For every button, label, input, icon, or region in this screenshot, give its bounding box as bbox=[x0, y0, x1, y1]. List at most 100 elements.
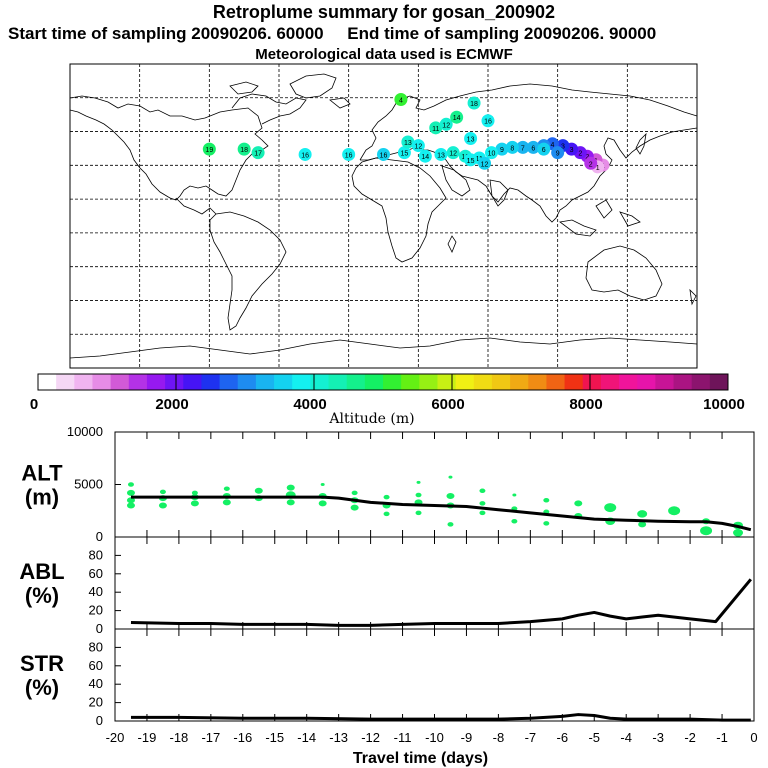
colorbar-swatch bbox=[419, 374, 438, 390]
scatter-point bbox=[511, 519, 518, 524]
colorbar-swatch bbox=[56, 374, 75, 390]
scatter-point bbox=[126, 502, 135, 509]
plume-marker: 2 bbox=[584, 156, 598, 170]
plume-marker: 10 bbox=[484, 146, 498, 160]
plume-marker-label: 2 bbox=[578, 151, 582, 158]
plume-marker: 12 bbox=[478, 156, 492, 170]
plume-marker-label: 19 bbox=[205, 147, 213, 154]
scatter-point bbox=[446, 493, 455, 500]
scatter-point bbox=[190, 500, 199, 507]
scatter-point bbox=[350, 504, 359, 511]
plume-marker-dot bbox=[202, 142, 216, 156]
plume-marker: 9 bbox=[495, 142, 509, 156]
plume-marker-label: 18 bbox=[470, 101, 478, 108]
x-axis-title: Travel time (days) bbox=[353, 750, 488, 767]
plume-marker-dot bbox=[537, 142, 551, 156]
scatter-point bbox=[383, 494, 390, 500]
y-tick-label: 20 bbox=[89, 603, 103, 618]
world-map: 1122334567891011121213141516161617181911… bbox=[69, 63, 698, 369]
x-tick-label: -18 bbox=[170, 730, 189, 745]
colorbar-swatch bbox=[600, 374, 620, 390]
plume-marker-label: 16 bbox=[301, 152, 309, 159]
plume-marker: 12 bbox=[446, 146, 460, 160]
plume-marker-dot bbox=[394, 92, 408, 106]
colorbar-swatch bbox=[328, 374, 348, 390]
scatter-point bbox=[479, 501, 486, 506]
scatter-point bbox=[158, 502, 167, 509]
plume-marker: 17 bbox=[251, 146, 265, 160]
colorbar-tick-label: 8000 bbox=[569, 396, 602, 413]
plume-marker-label: 16 bbox=[380, 152, 388, 159]
x-tick-label: -10 bbox=[425, 730, 444, 745]
scatter-point bbox=[604, 503, 617, 513]
scatter-point bbox=[512, 493, 517, 497]
x-tick-label: -16 bbox=[233, 730, 252, 745]
end-time-label: End time of sampling 20090206. 90000 bbox=[347, 24, 657, 43]
plume-marker-label: 14 bbox=[421, 154, 429, 161]
panel-unit-label: (%) bbox=[25, 675, 59, 700]
plume-marker-label: 12 bbox=[414, 144, 422, 151]
plume-marker-label: 3 bbox=[570, 147, 574, 154]
x-tick-label: -1 bbox=[716, 730, 728, 745]
colorbar-tick-label: 6000 bbox=[431, 396, 464, 413]
plume-marker-label: 15 bbox=[401, 151, 409, 158]
plume-marker-label: 17 bbox=[254, 151, 262, 158]
x-tick-label: -13 bbox=[329, 730, 348, 745]
plume-marker: 8 bbox=[505, 140, 519, 154]
colorbar-swatch bbox=[673, 374, 693, 390]
plume-marker-dot bbox=[397, 146, 411, 160]
plume-marker-label: 2 bbox=[585, 154, 589, 161]
colorbar-swatch bbox=[346, 374, 366, 390]
plume-marker-dot bbox=[495, 142, 509, 156]
y-tick-label: 60 bbox=[89, 658, 103, 673]
plume-marker-dot bbox=[434, 147, 448, 161]
panel-label: STR bbox=[20, 651, 64, 676]
colorbar-swatch bbox=[473, 374, 493, 390]
plume-marker-dot bbox=[464, 131, 478, 145]
y-tick-label: 5000 bbox=[74, 477, 103, 492]
scatter-point bbox=[318, 500, 327, 507]
plume-marker: 7 bbox=[516, 140, 530, 154]
coastlines bbox=[69, 73, 698, 359]
scatter-point bbox=[126, 497, 135, 504]
x-tick-label: -9 bbox=[461, 730, 473, 745]
colorbar-swatch bbox=[92, 374, 112, 390]
colorbar-tick-label: 10000 bbox=[703, 396, 745, 413]
time-series-panels: 1000050000ALT(m)806040200ABL(%)806040200… bbox=[19, 424, 757, 767]
y-tick-label: 0 bbox=[96, 713, 103, 728]
colorbar-swatch bbox=[691, 374, 711, 390]
plume-marker: 4 bbox=[394, 92, 408, 106]
colorbar-swatch bbox=[183, 374, 202, 390]
colorbar-swatch bbox=[528, 374, 547, 390]
plume-marker-dot bbox=[481, 114, 495, 128]
colorbar-swatch bbox=[619, 374, 638, 390]
colorbar-swatches bbox=[38, 374, 729, 390]
x-tick-label: -5 bbox=[588, 730, 600, 745]
scatter-point bbox=[668, 506, 681, 516]
x-tick-label: -12 bbox=[361, 730, 380, 745]
plume-marker: 6 bbox=[526, 140, 540, 154]
plume-marker: 16 bbox=[342, 147, 356, 161]
altitude-colorbar: 0 2000 4000 6000 8000 10000 Altitude (m) bbox=[30, 373, 745, 427]
plume-marker-dot bbox=[401, 135, 415, 149]
scatter-point bbox=[223, 486, 230, 491]
x-tick-label: -4 bbox=[620, 730, 632, 745]
plume-marker-label: 13 bbox=[404, 140, 412, 147]
plume-marker-dot bbox=[464, 153, 478, 167]
panel-frame bbox=[114, 628, 755, 722]
colorbar-swatch bbox=[255, 374, 275, 390]
colorbar-tick-label: 4000 bbox=[293, 396, 326, 413]
colorbar-frame bbox=[37, 373, 729, 391]
scatter-point bbox=[448, 475, 453, 479]
y-tick-label: 80 bbox=[89, 639, 103, 654]
colorbar-swatch bbox=[582, 374, 602, 390]
plume-marker-label: 10 bbox=[488, 151, 496, 158]
plume-marker: 16 bbox=[298, 147, 312, 161]
colorbar-tick-label: 2000 bbox=[155, 396, 188, 413]
scatter-point bbox=[543, 521, 550, 526]
x-tick-label: -17 bbox=[201, 730, 220, 745]
plume-marker-dot bbox=[450, 110, 464, 124]
colorbar-swatch bbox=[274, 374, 293, 390]
y-tick-label: 10000 bbox=[67, 424, 103, 439]
plume-marker-dot bbox=[505, 140, 519, 154]
